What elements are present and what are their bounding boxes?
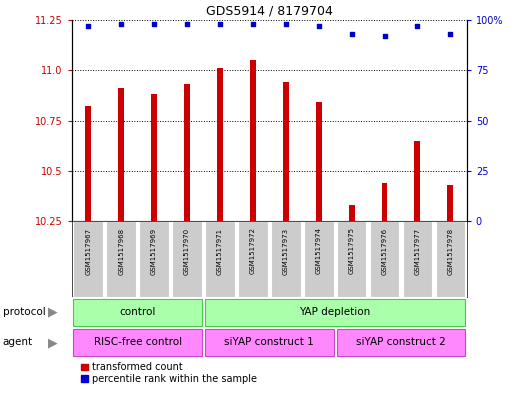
Bar bbox=[85, 107, 91, 221]
Bar bbox=[205, 221, 235, 297]
Text: protocol: protocol bbox=[3, 307, 45, 317]
Bar bbox=[140, 221, 169, 297]
Text: siYAP construct 2: siYAP construct 2 bbox=[356, 338, 446, 347]
Bar bbox=[73, 221, 103, 297]
Point bbox=[249, 20, 257, 27]
Text: GSM1517975: GSM1517975 bbox=[349, 228, 354, 274]
Bar bbox=[205, 299, 465, 326]
Text: agent: agent bbox=[3, 338, 33, 347]
Bar bbox=[184, 84, 190, 221]
Text: GSM1517971: GSM1517971 bbox=[217, 228, 223, 275]
Bar bbox=[250, 60, 256, 221]
Point bbox=[150, 20, 158, 27]
Text: RISC-free control: RISC-free control bbox=[93, 338, 182, 347]
Point bbox=[381, 33, 389, 39]
Legend: transformed count, percentile rank within the sample: transformed count, percentile rank withi… bbox=[76, 358, 261, 388]
Bar bbox=[370, 221, 399, 297]
Title: GDS5914 / 8179704: GDS5914 / 8179704 bbox=[206, 4, 333, 17]
Bar bbox=[337, 221, 366, 297]
Point bbox=[314, 22, 323, 29]
Bar bbox=[403, 221, 432, 297]
Text: GSM1517974: GSM1517974 bbox=[315, 228, 322, 274]
Text: GSM1517969: GSM1517969 bbox=[151, 228, 157, 275]
Bar bbox=[151, 94, 157, 221]
Bar bbox=[73, 299, 202, 326]
Point bbox=[413, 22, 422, 29]
Text: GSM1517973: GSM1517973 bbox=[283, 228, 289, 275]
Bar bbox=[73, 329, 202, 356]
Point bbox=[216, 20, 224, 27]
Text: control: control bbox=[120, 307, 156, 317]
Point bbox=[347, 31, 356, 37]
Bar bbox=[271, 221, 301, 297]
Bar bbox=[238, 221, 268, 297]
Bar bbox=[172, 221, 202, 297]
Text: GSM1517968: GSM1517968 bbox=[118, 228, 124, 275]
Text: GSM1517976: GSM1517976 bbox=[382, 228, 387, 275]
Bar bbox=[205, 329, 333, 356]
Text: GSM1517967: GSM1517967 bbox=[85, 228, 91, 275]
Text: ▶: ▶ bbox=[48, 336, 57, 349]
Bar bbox=[106, 221, 136, 297]
Bar bbox=[283, 82, 289, 221]
Bar bbox=[415, 141, 421, 221]
Bar bbox=[217, 68, 223, 221]
Text: GSM1517972: GSM1517972 bbox=[250, 228, 256, 274]
Text: GSM1517977: GSM1517977 bbox=[415, 228, 421, 275]
Bar bbox=[337, 329, 465, 356]
Text: siYAP construct 1: siYAP construct 1 bbox=[225, 338, 314, 347]
Bar bbox=[447, 185, 453, 221]
Point bbox=[84, 22, 92, 29]
Text: ▶: ▶ bbox=[48, 306, 57, 319]
Text: GSM1517970: GSM1517970 bbox=[184, 228, 190, 275]
Point bbox=[446, 31, 455, 37]
Point bbox=[117, 20, 125, 27]
Bar bbox=[349, 205, 354, 221]
Point bbox=[282, 20, 290, 27]
Text: YAP depletion: YAP depletion bbox=[300, 307, 371, 317]
Bar bbox=[436, 221, 465, 297]
Bar bbox=[304, 221, 333, 297]
Point bbox=[183, 20, 191, 27]
Bar bbox=[118, 88, 124, 221]
Bar bbox=[315, 103, 322, 221]
Text: GSM1517978: GSM1517978 bbox=[447, 228, 453, 275]
Bar bbox=[382, 183, 387, 221]
